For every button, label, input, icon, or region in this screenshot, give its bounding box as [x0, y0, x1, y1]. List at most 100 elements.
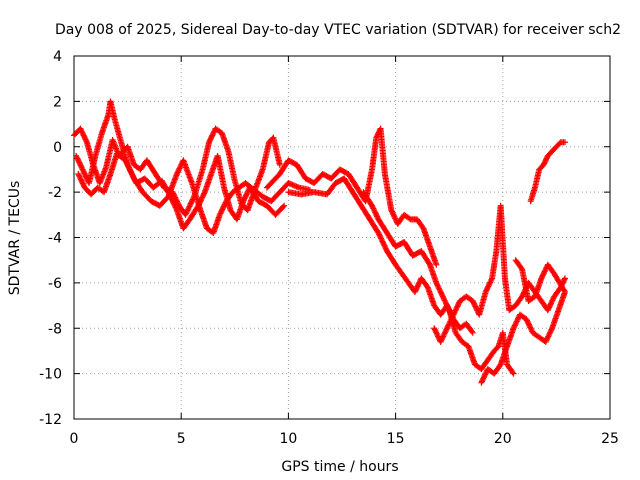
- data-point: [443, 301, 450, 308]
- data-point: [524, 317, 531, 324]
- data-point: [78, 165, 85, 172]
- data-point: [548, 326, 555, 333]
- data-point: [242, 192, 249, 199]
- data-point: [440, 294, 447, 301]
- data-point: [77, 160, 84, 167]
- data-point: [455, 300, 462, 307]
- data-point: [561, 276, 568, 283]
- data-point: [184, 207, 191, 214]
- data-point: [170, 200, 177, 207]
- data-point: [185, 204, 192, 211]
- data-point: [185, 206, 192, 213]
- data-point: [370, 205, 377, 212]
- data-point: [389, 209, 396, 216]
- data-point: [376, 231, 383, 238]
- data-point: [390, 211, 397, 218]
- data-point: [525, 320, 532, 327]
- data-point: [435, 333, 442, 340]
- data-point: [377, 234, 384, 241]
- data-point: [547, 329, 554, 336]
- data-point: [125, 162, 132, 169]
- data-point: [445, 321, 452, 328]
- data-point: [481, 372, 488, 379]
- data-point: [523, 316, 530, 323]
- data-point: [546, 303, 553, 310]
- x-tick-label: 10: [279, 431, 297, 447]
- data-point: [509, 369, 516, 376]
- data-point: [379, 238, 386, 245]
- data-point: [381, 242, 388, 249]
- data-point: [412, 287, 419, 294]
- data-point: [380, 241, 387, 248]
- data-point: [512, 321, 519, 328]
- data-point: [454, 303, 461, 310]
- data-point: [170, 199, 177, 206]
- data-point: [542, 265, 549, 272]
- data-point: [453, 304, 460, 311]
- data-point: [446, 319, 453, 326]
- data-point: [469, 329, 476, 336]
- data-point: [129, 171, 136, 178]
- data-point: [436, 286, 443, 293]
- data-point: [438, 290, 445, 297]
- data-point: [539, 272, 546, 279]
- data-point: [485, 282, 492, 289]
- data-point: [183, 210, 190, 217]
- data-point: [442, 329, 449, 336]
- data-point: [472, 303, 479, 310]
- data-point: [549, 296, 556, 303]
- data-point: [76, 159, 83, 166]
- data-point: [82, 171, 89, 178]
- data-point: [373, 212, 380, 219]
- data-point: [437, 289, 444, 296]
- data-point: [171, 203, 178, 210]
- data-point: [513, 258, 520, 265]
- data-point: [187, 202, 194, 209]
- data-point: [374, 213, 381, 220]
- data-point: [127, 168, 134, 175]
- data-point: [186, 203, 193, 210]
- data-point: [74, 155, 81, 162]
- data-point: [80, 181, 87, 188]
- data-point: [378, 235, 385, 242]
- data-point: [220, 205, 227, 212]
- data-point: [83, 174, 90, 181]
- data-point: [544, 263, 551, 270]
- data-point: [182, 211, 189, 218]
- data-point: [206, 139, 213, 146]
- data-point: [542, 267, 549, 274]
- series-trace-9: [527, 139, 568, 205]
- data-point: [443, 326, 450, 333]
- data-point: [414, 283, 421, 290]
- data-point: [471, 300, 478, 307]
- data-point: [173, 205, 180, 212]
- data-point: [372, 210, 379, 217]
- data-point: [175, 166, 182, 173]
- data-point: [243, 191, 250, 198]
- data-point: [77, 176, 84, 183]
- data-point: [79, 179, 86, 186]
- data-point: [439, 334, 446, 341]
- data-point: [80, 167, 87, 174]
- data-point: [189, 197, 196, 204]
- data-point: [511, 322, 518, 329]
- data-point: [372, 209, 379, 216]
- data-point: [219, 206, 226, 213]
- data-point: [369, 202, 376, 209]
- data-point: [527, 324, 534, 331]
- data-point: [123, 160, 130, 167]
- data-point: [437, 338, 444, 345]
- data-point: [382, 243, 389, 250]
- data-point: [431, 326, 438, 333]
- data-point: [473, 306, 480, 313]
- data-point: [168, 196, 175, 203]
- data-point: [78, 128, 85, 135]
- data-point: [444, 304, 451, 311]
- data-point: [445, 305, 452, 312]
- data-point: [540, 269, 547, 276]
- series-trace-3: [75, 150, 313, 236]
- data-point: [83, 137, 90, 144]
- data-point: [468, 328, 475, 335]
- data-point: [548, 300, 555, 307]
- data-point: [514, 317, 521, 324]
